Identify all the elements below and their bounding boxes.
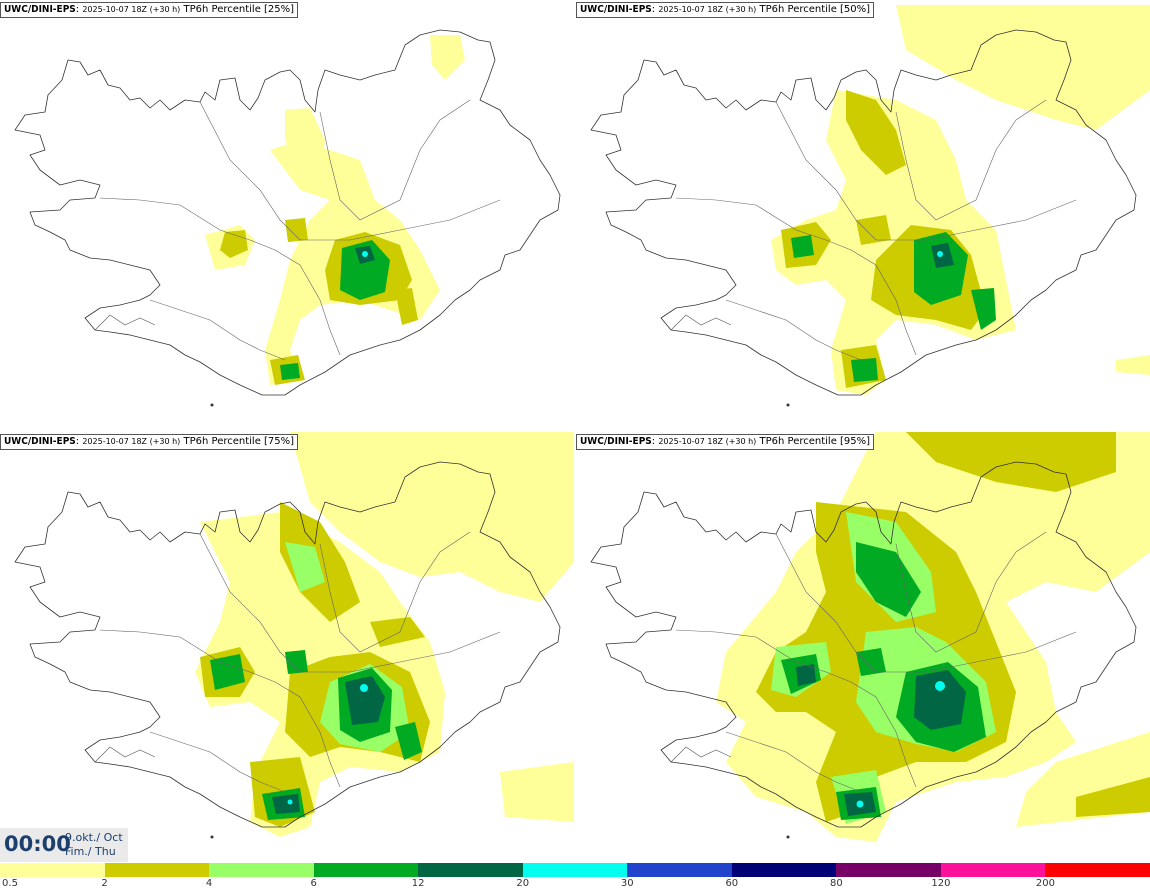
legend-label: 6 [310, 878, 317, 889]
legend-swatch [104, 863, 210, 877]
legend-swatch [522, 863, 628, 877]
legend-swatch [0, 863, 105, 877]
legend-swatch [627, 863, 732, 877]
run-time: 2025-10-07 18Z (+30 h) [82, 437, 181, 446]
color-legend [0, 863, 1150, 877]
legend-swatch [1045, 863, 1150, 877]
field-name: TP6h Percentile [75%] [183, 436, 295, 447]
legend-label: 80 [829, 878, 843, 889]
legend-label: 0.5 [2, 878, 18, 889]
field-name: TP6h Percentile [25%] [183, 4, 295, 15]
legend-label: 60 [725, 878, 739, 889]
valid-date-line2: Fim./ Thu [65, 845, 116, 858]
model-name: UWC/DINI-EPS [580, 4, 652, 15]
legend-swatch [209, 863, 314, 877]
map-canvas [14, 432, 574, 839]
map-panel-75: UWC/DINI-EPS: 2025-10-07 18Z (+30 h) TP6… [0, 432, 574, 862]
model-name: UWC/DINI-EPS [4, 436, 76, 447]
precip-field [716, 432, 1150, 842]
valid-date-line1: 9.okt./ Oct [65, 831, 123, 844]
run-time: 2025-10-07 18Z (+30 h) [658, 5, 757, 14]
map-panel-25: UWC/DINI-EPS: 2025-10-07 18Z (+30 h) TP6… [0, 0, 574, 430]
legend-swatch [313, 863, 419, 877]
map-canvas [590, 5, 1150, 407]
panel-title: UWC/DINI-EPS: 2025-10-07 18Z (+30 h) TP6… [576, 2, 875, 18]
legend-label: 20 [516, 878, 530, 889]
field-name: TP6h Percentile [50%] [759, 4, 871, 15]
panel-title: UWC/DINI-EPS: 2025-10-07 18Z (+30 h) TP6… [0, 2, 299, 18]
model-name: UWC/DINI-EPS [580, 436, 652, 447]
model-name: UWC/DINI-EPS [4, 4, 76, 15]
map-panel-95: UWC/DINI-EPS: 2025-10-07 18Z (+30 h) TP6… [576, 432, 1150, 862]
precip-field [771, 5, 1150, 395]
legend-swatch [731, 863, 837, 877]
run-time: 2025-10-07 18Z (+30 h) [82, 5, 181, 14]
legend-label: 2 [101, 878, 108, 889]
run-time: 2025-10-07 18Z (+30 h) [658, 437, 757, 446]
valid-time-box: 00:00 9.okt./ Oct Fim./ Thu [0, 828, 128, 862]
map-panel-50: UWC/DINI-EPS: 2025-10-07 18Z (+30 h) TP6… [576, 0, 1150, 430]
legend-label: 120 [931, 878, 951, 889]
map-canvas [590, 432, 1150, 842]
legend-swatch [418, 863, 523, 877]
legend-swatch [836, 863, 941, 877]
legend-label: 4 [205, 878, 213, 889]
legend-label: 30 [620, 878, 634, 889]
legend-swatch [940, 863, 1046, 877]
panel-title: UWC/DINI-EPS: 2025-10-07 18Z (+30 h) TP6… [0, 434, 299, 450]
legend-label: 12 [411, 878, 425, 889]
precip-field [195, 432, 574, 837]
map-canvas [14, 29, 561, 407]
precip-field [205, 35, 465, 385]
legend-labels: 0.5 2 4 6 12 20 30 60 80 120 200 [0, 877, 1150, 891]
panel-title: UWC/DINI-EPS: 2025-10-07 18Z (+30 h) TP6… [576, 434, 875, 450]
valid-time-date: 9.okt./ Oct Fim./ Thu [65, 831, 123, 859]
valid-time-clock: 00:00 [4, 832, 71, 856]
field-name: TP6h Percentile [95%] [759, 436, 871, 447]
legend-label: 200 [1035, 878, 1055, 889]
